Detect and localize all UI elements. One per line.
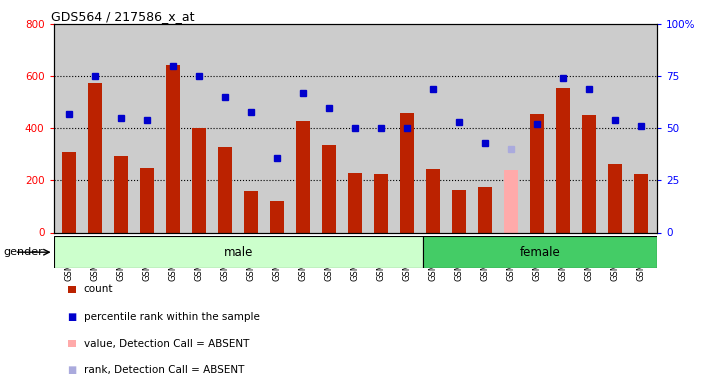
Bar (374, 174, 388, 232)
Text: value, Detection Call = ABSENT: value, Detection Call = ABSENT (84, 339, 249, 348)
Text: percentile rank within the sample: percentile rank within the sample (84, 312, 259, 322)
Bar (400, 113, 414, 232)
Text: female: female (520, 246, 560, 259)
Bar (423, 236, 657, 268)
Bar (504, 170, 518, 232)
Text: GDS564 / 217586_x_at: GDS564 / 217586_x_at (51, 10, 194, 23)
Bar (270, 201, 284, 232)
Text: male: male (223, 246, 253, 259)
Bar (54, 236, 423, 268)
Bar (296, 121, 311, 232)
Bar (556, 88, 570, 232)
Bar (140, 168, 154, 232)
Bar (218, 147, 232, 232)
Bar (634, 174, 648, 232)
Text: ■: ■ (68, 312, 76, 322)
Bar (192, 128, 206, 232)
Bar (452, 190, 466, 232)
Bar (478, 187, 493, 232)
Bar (62, 152, 76, 232)
Bar (582, 116, 596, 232)
Bar (530, 114, 544, 232)
Bar (166, 65, 181, 232)
Text: ■: ■ (68, 365, 76, 375)
Bar (322, 146, 336, 232)
Text: rank, Detection Call = ABSENT: rank, Detection Call = ABSENT (84, 365, 244, 375)
Bar (88, 83, 102, 232)
Bar (608, 164, 623, 232)
Bar (426, 169, 441, 232)
Text: count: count (84, 284, 113, 294)
Text: gender: gender (4, 247, 44, 257)
Bar (348, 172, 363, 232)
Bar (244, 191, 258, 232)
Bar (114, 156, 129, 232)
